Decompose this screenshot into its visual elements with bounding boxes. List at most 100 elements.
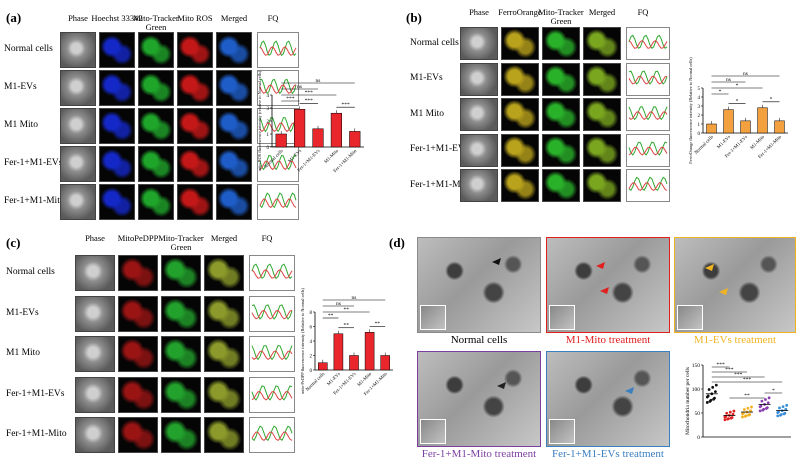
fq-plot <box>257 184 299 220</box>
tem-inset <box>549 419 575 444</box>
tem-caption: Fer-1+M1-Mito treatment <box>421 448 537 460</box>
micrograph <box>161 336 201 372</box>
significance-label: ** <box>375 321 381 327</box>
data-point <box>723 418 727 422</box>
significance-label: ** <box>343 323 349 329</box>
data-point <box>759 404 763 408</box>
micrograph <box>542 62 580 96</box>
data-point <box>732 409 736 413</box>
data-point <box>705 401 709 404</box>
data-point <box>784 407 788 411</box>
bar-chart-c: 0 2 4 6 8 mito-PeDPP fluorescence intensity (… <box>300 288 393 397</box>
data-point <box>766 401 770 405</box>
data-point <box>767 396 771 400</box>
y-tick-label: 0 <box>310 369 313 374</box>
significance-label: *** <box>716 362 725 368</box>
column-header: FQ <box>261 233 273 243</box>
micrograph <box>204 336 244 372</box>
fq-plot <box>249 295 295 332</box>
data-point <box>783 411 787 415</box>
bar <box>757 107 768 134</box>
micrograph <box>177 184 213 220</box>
micrograph <box>501 169 539 202</box>
row-label: M1 Mito <box>410 108 445 119</box>
micrograph <box>161 417 201 453</box>
micrograph <box>501 27 539 60</box>
x-tick-label: M1-EVs <box>717 135 732 150</box>
micrograph <box>118 376 158 413</box>
micrograph <box>75 295 115 332</box>
fq-plot <box>626 133 670 167</box>
data-point <box>779 413 782 417</box>
bar <box>774 120 785 134</box>
y-tick-label: 150 <box>692 363 701 369</box>
micrograph <box>75 255 115 291</box>
significance-label: * <box>770 97 773 103</box>
micrograph <box>99 146 135 182</box>
micrograph <box>501 133 539 167</box>
fq-plot <box>257 32 299 68</box>
micrograph <box>177 146 213 182</box>
tem-inset <box>549 305 575 330</box>
micrograph <box>501 62 539 96</box>
data-point <box>729 416 733 420</box>
data-point <box>761 408 765 412</box>
data-point <box>762 407 766 411</box>
micrograph <box>460 62 498 96</box>
micrograph <box>60 32 96 68</box>
panel-b-label: (b) <box>406 10 422 25</box>
tem-caption: Normal cells <box>450 334 508 346</box>
tem-inset <box>677 305 703 330</box>
data-point <box>746 406 750 410</box>
fq-plot <box>257 108 299 144</box>
column-header: FerroOrange <box>498 7 542 17</box>
x-tick-label: Fer-1+M1-Mito <box>333 148 359 174</box>
micrograph <box>138 32 174 68</box>
significance-label: ns <box>316 78 321 84</box>
micrograph <box>542 133 580 167</box>
micrograph <box>460 98 498 131</box>
data-point <box>705 395 709 399</box>
row-label: M1-EVs <box>4 82 37 92</box>
micrograph <box>161 295 201 332</box>
micrograph <box>118 336 158 372</box>
y-tick-label: 0 <box>697 435 700 441</box>
fq-plot <box>257 146 299 182</box>
tem-caption: Fer-1+M1-EVs treatment <box>552 448 664 460</box>
panel-a-label: (a) <box>6 10 22 25</box>
data-point <box>781 405 785 409</box>
x-tick-label: Fer-1+M1-EVs <box>297 149 322 174</box>
significance-label: * <box>736 83 739 89</box>
data-point <box>760 399 764 403</box>
data-point <box>779 413 783 416</box>
row-label: M1 Mito <box>6 348 41 358</box>
micrograph <box>118 417 158 453</box>
micrograph <box>177 70 213 106</box>
data-point <box>742 411 745 415</box>
column-header: Mito-Tracker Green <box>133 13 179 32</box>
bar <box>706 123 717 134</box>
y-tick-label: 2 <box>310 355 313 360</box>
data-point <box>777 410 780 414</box>
data-point <box>711 385 715 389</box>
data-point <box>750 405 753 409</box>
bar <box>349 131 361 148</box>
tem-caption: M1-EVs treatment <box>693 334 777 346</box>
micrograph <box>118 295 158 332</box>
y-axis-label: mito-PeDPP fluorescence intensity (Relat… <box>300 288 305 394</box>
micrograph <box>204 255 244 291</box>
x-tick-label: M1-Mito <box>324 148 340 164</box>
micrograph <box>138 108 174 144</box>
significance-label: * <box>772 388 775 394</box>
data-point <box>765 406 769 410</box>
column-header: FQ <box>267 13 279 23</box>
data-point <box>714 390 717 394</box>
y-tick-label: 4 <box>310 340 313 345</box>
significance-label: *** <box>734 372 743 378</box>
data-point <box>758 409 762 413</box>
y-axis-label: FerroOrange fluorescence intensity (Rela… <box>688 57 693 164</box>
data-point <box>726 417 729 421</box>
column-header: Phase <box>68 13 88 23</box>
data-point <box>765 407 768 410</box>
